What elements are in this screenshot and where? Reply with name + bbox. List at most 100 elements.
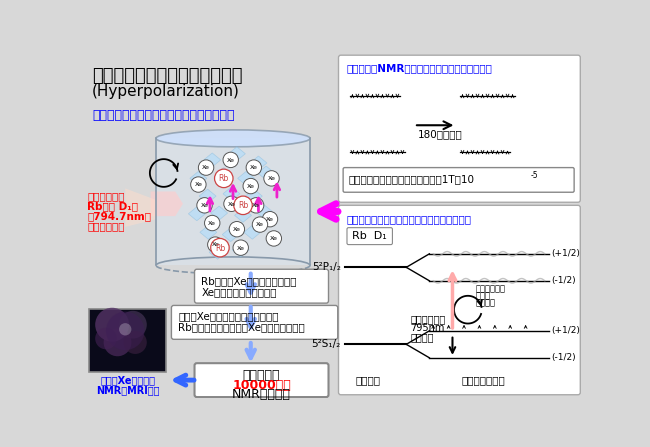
Text: 電子スピン準位: 電子スピン準位	[462, 375, 505, 385]
Text: Xe: Xe	[237, 245, 244, 251]
Text: Rb原子 D₁線: Rb原子 D₁線	[88, 201, 138, 211]
Text: 光ポンビング: 光ポンビング	[410, 314, 445, 324]
Text: Rb: Rb	[214, 244, 225, 253]
Text: 光ポンビングにより生成する大きな占有数差: 光ポンビングにより生成する大きな占有数差	[347, 214, 472, 224]
Polygon shape	[203, 153, 221, 167]
Polygon shape	[200, 225, 217, 239]
Circle shape	[263, 211, 278, 227]
Bar	[506, 90, 517, 102]
Polygon shape	[215, 168, 232, 181]
Polygon shape	[244, 225, 261, 239]
Bar	[89, 309, 166, 372]
Circle shape	[207, 237, 223, 252]
FancyArrow shape	[151, 191, 183, 216]
Bar	[430, 324, 549, 335]
FancyBboxPatch shape	[194, 269, 328, 303]
Text: Xe: Xe	[227, 158, 235, 163]
Circle shape	[119, 311, 147, 338]
Text: 電子準位: 電子準位	[356, 375, 380, 385]
Circle shape	[243, 178, 259, 194]
Text: 795nm: 795nm	[410, 323, 445, 333]
Polygon shape	[156, 138, 310, 266]
Text: 超偏極Xeの寿命は数時間と長く、: 超偏極Xeの寿命は数時間と長く、	[178, 312, 279, 321]
Text: Xe: Xe	[202, 165, 210, 170]
Text: Xe: Xe	[201, 203, 209, 208]
Text: 超偏極Xeを用いた: 超偏極Xeを用いた	[100, 375, 155, 385]
FancyBboxPatch shape	[339, 55, 580, 202]
Circle shape	[248, 198, 264, 213]
FancyBboxPatch shape	[172, 305, 338, 339]
Text: 熱平衡時のNMR法における観測磁化（従来法）: 熱平衡時のNMR法における観測磁化（従来法）	[347, 63, 493, 74]
Ellipse shape	[156, 130, 310, 147]
Circle shape	[224, 196, 239, 211]
Text: Xe: Xe	[227, 202, 235, 207]
Polygon shape	[235, 208, 252, 222]
Text: (+1/2): (+1/2)	[551, 326, 580, 335]
Text: 自然放出: 自然放出	[476, 299, 495, 308]
Text: -5: -5	[531, 172, 539, 181]
Circle shape	[246, 160, 261, 175]
Text: Rb原子とXe分子との衝突時に: Rb原子とXe分子との衝突時に	[202, 276, 297, 286]
Circle shape	[223, 152, 239, 168]
Bar	[381, 146, 393, 158]
Text: NMR／MRI計測: NMR／MRI計測	[96, 385, 159, 395]
Text: Xe: Xe	[194, 182, 202, 187]
Polygon shape	[223, 187, 240, 201]
Text: 光ポンピング法による超偏極希ガスの発生: 光ポンピング法による超偏極希ガスの発生	[92, 109, 235, 122]
Circle shape	[205, 215, 220, 231]
Circle shape	[233, 240, 248, 255]
Text: 5²S₁/₂: 5²S₁/₂	[311, 339, 341, 349]
Text: 選択的: 選択的	[476, 291, 491, 300]
Circle shape	[264, 171, 280, 186]
Text: 180度パルス: 180度パルス	[418, 129, 463, 139]
Circle shape	[266, 231, 281, 246]
Text: Xe: Xe	[256, 223, 264, 228]
FancyBboxPatch shape	[347, 228, 393, 245]
Polygon shape	[238, 172, 255, 186]
Text: Xe: Xe	[250, 165, 258, 170]
Circle shape	[211, 238, 229, 257]
Polygon shape	[250, 156, 267, 170]
Polygon shape	[222, 228, 239, 241]
Circle shape	[229, 222, 244, 237]
Polygon shape	[188, 207, 205, 221]
Text: 回転偏光: 回転偏光	[410, 333, 434, 342]
Circle shape	[198, 160, 214, 175]
Polygon shape	[232, 243, 249, 257]
Text: (-1/2): (-1/2)	[551, 353, 576, 362]
Text: Xe: Xe	[268, 176, 276, 181]
Text: （794.7nm）: （794.7nm）	[88, 211, 151, 221]
Text: Xe核スピンを偏極させる: Xe核スピンを偏極させる	[202, 287, 277, 297]
Text: Rbを取り除いて、偏極Xeのみを取り出す: Rbを取り除いて、偏極Xeのみを取り出す	[178, 322, 305, 333]
Circle shape	[95, 308, 129, 342]
Text: (+1/2): (+1/2)	[551, 249, 580, 258]
Polygon shape	[125, 188, 156, 227]
Text: Rb: Rb	[238, 201, 248, 210]
Circle shape	[252, 217, 268, 232]
Circle shape	[214, 169, 233, 188]
Circle shape	[124, 331, 147, 354]
FancyBboxPatch shape	[343, 168, 574, 192]
Circle shape	[197, 198, 213, 213]
Text: Rb  D₁: Rb D₁	[352, 231, 386, 241]
Text: Xe: Xe	[266, 217, 274, 222]
Text: Rb: Rb	[218, 174, 229, 183]
Text: Xe: Xe	[270, 236, 278, 241]
Text: 光ポンピング: 光ポンピング	[88, 191, 125, 201]
Text: 占有数の差：全スピン数　室温、1Tで10: 占有数の差：全スピン数 室温、1Tで10	[348, 174, 474, 185]
Polygon shape	[228, 147, 245, 160]
Polygon shape	[255, 205, 272, 219]
Text: (Hyperpolarization): (Hyperpolarization)	[92, 84, 240, 99]
Circle shape	[95, 328, 117, 349]
Text: 超偏極の原理とＮＭＲへの適用: 超偏極の原理とＮＭＲへの適用	[92, 67, 242, 85]
Text: 5²P₁/₂: 5²P₁/₂	[312, 262, 341, 272]
Circle shape	[106, 312, 144, 350]
FancyBboxPatch shape	[194, 363, 328, 397]
Text: Xe: Xe	[233, 227, 240, 232]
Text: 熱平衡時の: 熱平衡時の	[242, 369, 280, 382]
Text: 10000倍の: 10000倍の	[232, 379, 291, 392]
Text: NMR信号強度: NMR信号強度	[232, 388, 291, 401]
Text: Xe: Xe	[208, 221, 216, 226]
Text: Xe: Xe	[211, 242, 219, 248]
Circle shape	[234, 196, 252, 215]
